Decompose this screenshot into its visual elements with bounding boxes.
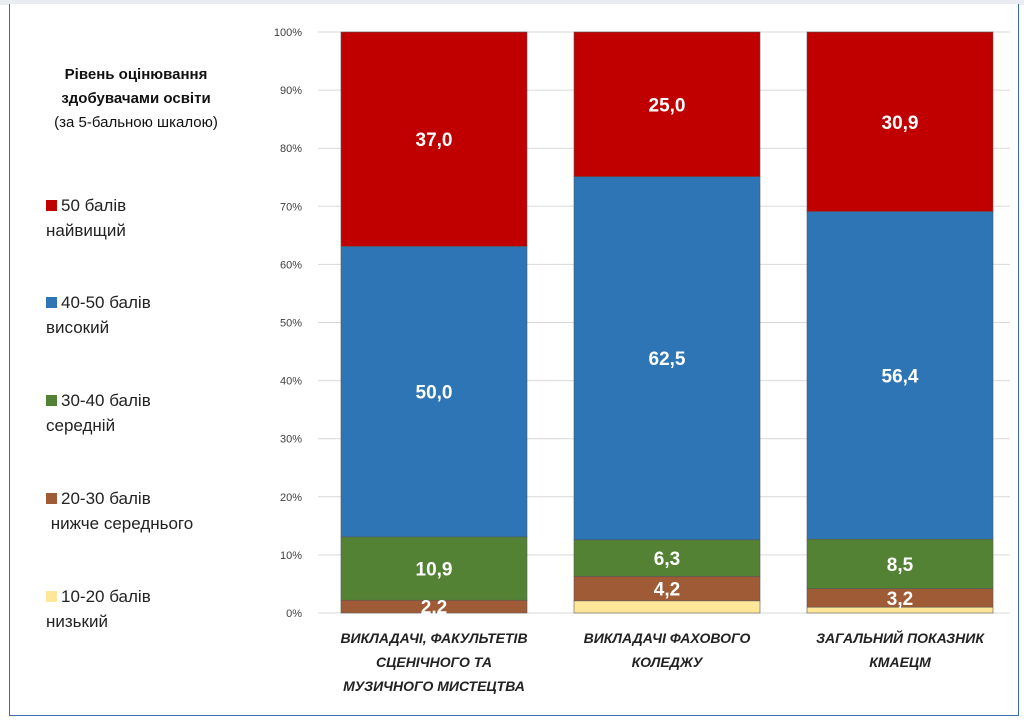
legend-swatch-high xyxy=(46,297,57,308)
x-category-label: ВИКЛАДАЧІ, ФАКУЛЬТЕТІВ xyxy=(340,630,527,646)
y-tick-label: 20% xyxy=(280,492,302,504)
legend-desc-low: низький xyxy=(46,612,108,631)
x-axis-categories: ВИКЛАДАЧІ, ФАКУЛЬТЕТІВ СЦЕНІЧНОГО ТА МУЗИЧ… xyxy=(340,629,985,694)
y-tick-label: 70% xyxy=(280,201,302,213)
data-label: 37,0 xyxy=(416,130,453,151)
data-label: 62,5 xyxy=(649,349,686,370)
y-tick-label: 40% xyxy=(280,376,302,388)
legend-desc-average: середній xyxy=(46,416,116,435)
data-label: 3,2 xyxy=(887,589,913,610)
y-tick-label: 80% xyxy=(280,143,302,155)
data-label: 2,2 xyxy=(421,598,447,619)
x-category-label: КМАЕЦМ xyxy=(869,654,931,670)
y-tick-label: 60% xyxy=(280,259,302,271)
top-strip xyxy=(0,0,1024,5)
bar-segment xyxy=(573,600,761,614)
bar-segment xyxy=(573,176,761,541)
legend-title-line2: здобувачами освіти xyxy=(61,90,211,107)
legend-desc-highest: найвищий xyxy=(46,221,126,240)
legend-item-highest: 50 балів найвищий xyxy=(46,193,126,243)
bar-segment xyxy=(573,576,761,602)
data-label: 25,0 xyxy=(649,95,686,116)
data-label: 8,5 xyxy=(887,555,914,576)
bar-segment xyxy=(806,211,994,540)
legend-swatch-average xyxy=(46,395,57,406)
bar-segment xyxy=(573,31,761,177)
data-label: 4,2 xyxy=(654,580,680,601)
bar-segment xyxy=(340,536,528,601)
x-category-label: ЗАГАЛЬНИЙ ПОКАЗНИК xyxy=(816,629,985,646)
x-category-label: СЦЕНІЧНОГО ТА xyxy=(376,654,492,670)
bar-segment xyxy=(340,31,528,247)
data-label: 10,9 xyxy=(416,560,453,581)
data-labels: 2,2 10,9 50,0 37,0 4,2 6,3 62,5 25,0 3,2 8,5 56,4 3… xyxy=(416,95,919,618)
legend-desc-high: високий xyxy=(46,318,110,337)
bar-segment xyxy=(806,31,994,212)
x-category-label: МУЗИЧНОГО МИСТЕЦТВА xyxy=(343,678,525,694)
bar-segment xyxy=(573,539,761,577)
y-tick-label: 50% xyxy=(280,318,302,330)
bar-segment xyxy=(806,538,994,589)
y-tick-label: 90% xyxy=(280,85,302,97)
legend-title-line3: (за 5-бальною шкалою) xyxy=(54,114,218,131)
legend-item-average: 30-40 балів середній xyxy=(46,388,151,438)
legend-label-highest: 50 балів xyxy=(61,196,127,215)
data-label: 50,0 xyxy=(416,383,453,404)
data-label: 6,3 xyxy=(654,549,680,570)
y-axis-ticks: 0% 10% 20% 30% 40% 50% 60% 70% 80% 90% 100% xyxy=(274,27,302,620)
legend-item-below-average: 20-30 балів нижче середнього xyxy=(46,486,193,536)
y-tick-label: 100% xyxy=(274,27,302,39)
legend-item-high: 40-50 балів високий xyxy=(46,290,151,340)
y-tick-label: 0% xyxy=(286,608,302,620)
data-label: 30,9 xyxy=(882,113,919,134)
legend-item-low: 10-20 балів низький xyxy=(46,584,151,634)
y-tick-label: 10% xyxy=(280,550,302,562)
legend-label-high: 40-50 балів xyxy=(61,293,151,312)
x-category-label: КОЛЕДЖУ xyxy=(632,654,704,670)
legend-swatch-low xyxy=(46,591,57,602)
x-category-label: ВИКЛАДАЧІ ФАХОВОГО xyxy=(584,630,751,646)
legend-desc-below-average: нижче середнього xyxy=(46,514,194,533)
legend-label-low: 10-20 балів xyxy=(61,587,151,606)
legend-swatch-below-average xyxy=(46,493,57,504)
legend-label-average: 30-40 балів xyxy=(61,391,151,410)
y-tick-label: 30% xyxy=(280,434,302,446)
legend-title: Рівень оцінювання здобувачами освіти (за… xyxy=(36,63,236,135)
legend-label-below-average: 20-30 балів xyxy=(61,489,151,508)
legend-swatch-highest xyxy=(46,200,57,211)
data-label: 56,4 xyxy=(882,366,919,387)
legend-title-line1: Рівень оцінювання xyxy=(64,66,208,83)
bars xyxy=(340,31,994,614)
